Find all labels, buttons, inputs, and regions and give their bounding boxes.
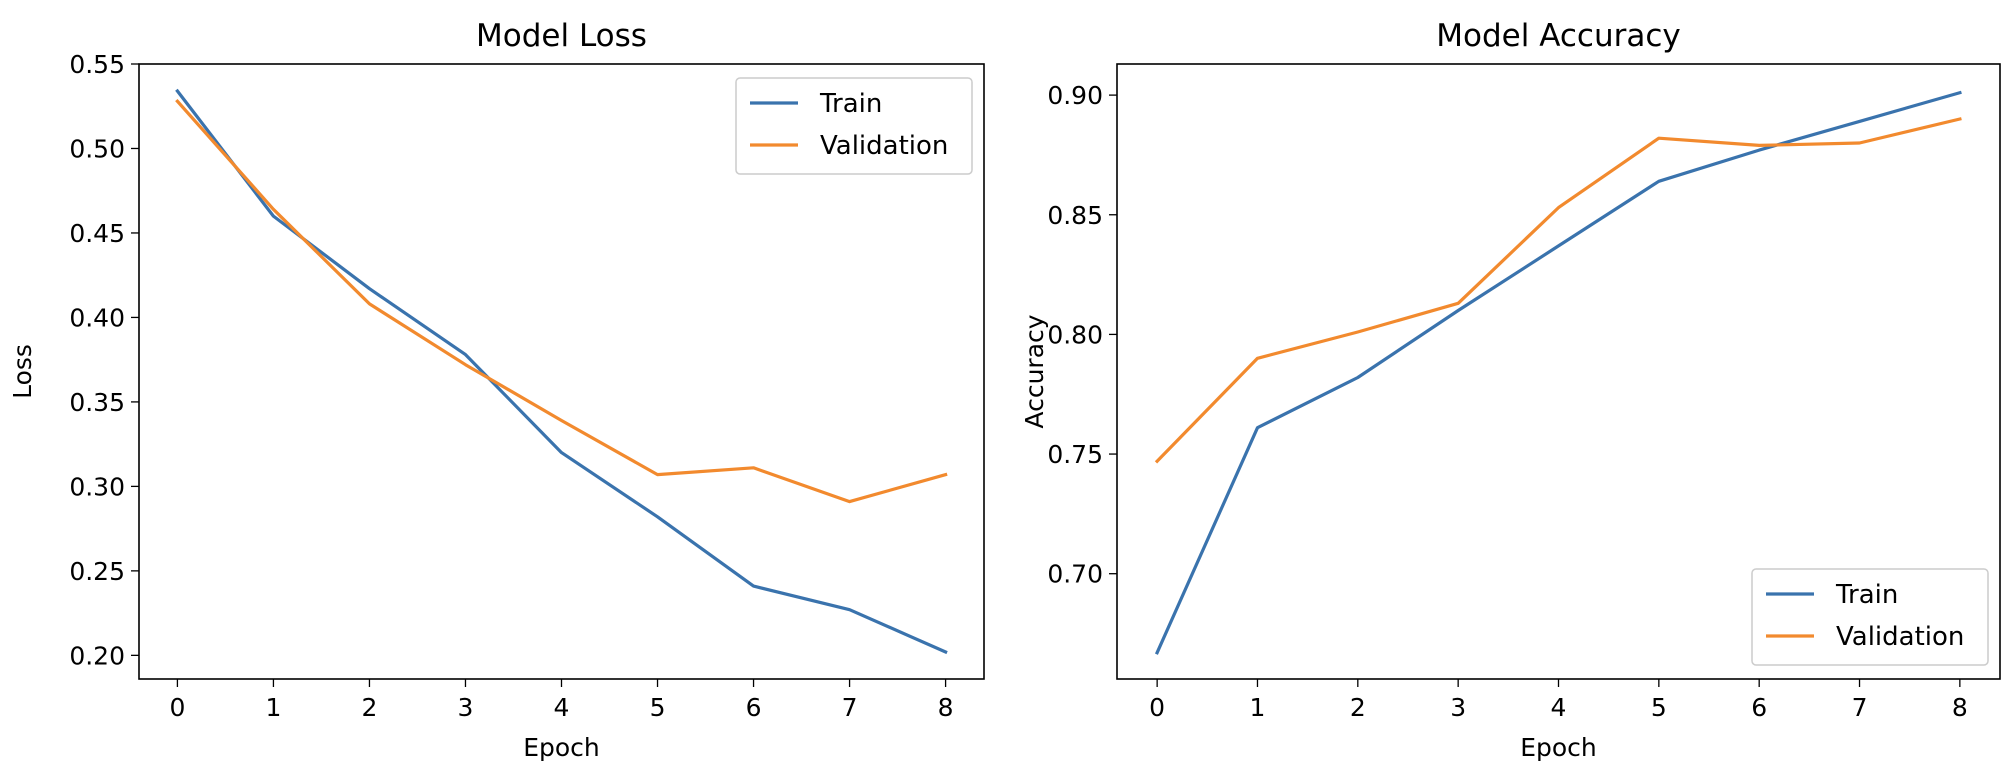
x-tick-label: 2 bbox=[1350, 693, 1366, 722]
x-tick-label: 7 bbox=[1852, 693, 1868, 722]
x-axis-label: Epoch bbox=[1520, 733, 1597, 762]
legend: Train Validation bbox=[1751, 568, 1989, 666]
axes-frame bbox=[138, 63, 985, 680]
y-tick-label: 0.25 bbox=[69, 557, 125, 586]
legend-label-train: Train bbox=[819, 89, 882, 119]
chart-title: Model Accuracy bbox=[1436, 18, 1680, 54]
x-tick-label: 2 bbox=[362, 693, 378, 722]
x-tick-label: 5 bbox=[650, 693, 666, 722]
x-tick-label: 1 bbox=[265, 693, 281, 722]
x-tick-label: 6 bbox=[746, 693, 762, 722]
legend-label-validation: Validation bbox=[1836, 622, 1964, 652]
x-tick-label: 3 bbox=[1450, 693, 1466, 722]
legend: Train Validation bbox=[735, 77, 973, 175]
series-line-validation bbox=[175, 98, 948, 504]
y-tick-label: 0.75 bbox=[1047, 440, 1103, 469]
axes-frame bbox=[1116, 63, 2001, 680]
y-tick-label: 0.70 bbox=[1047, 560, 1103, 589]
x-tick-label: 6 bbox=[1751, 693, 1767, 722]
y-tick-label: 0.50 bbox=[69, 134, 125, 163]
x-axis-label: Epoch bbox=[523, 733, 600, 762]
x-tick-label: 4 bbox=[554, 693, 570, 722]
accuracy-chart: Model Accuracy 0 1 2 3 4 5 6 7 8 0.70 0.75 0.80 0.85 0… bbox=[1020, 18, 2001, 762]
x-tick-label: 0 bbox=[169, 693, 185, 722]
y-tick-label: 0.45 bbox=[69, 219, 125, 248]
y-axis-label: Accuracy bbox=[1020, 314, 1049, 428]
legend-label-train: Train bbox=[1835, 580, 1898, 610]
y-axis-label: Loss bbox=[8, 344, 37, 399]
loss-chart: Model Loss 0 1 2 3 4 5 6 7 8 0.20 0.25 0.30 0.35 0.40 0… bbox=[8, 18, 985, 762]
y-tick-label: 0.85 bbox=[1047, 201, 1103, 230]
x-tick-label: 4 bbox=[1551, 693, 1567, 722]
y-tick-label: 0.20 bbox=[69, 641, 125, 670]
x-tick-label: 1 bbox=[1250, 693, 1266, 722]
x-tick-label: 5 bbox=[1651, 693, 1667, 722]
x-tick-label: 8 bbox=[1952, 693, 1968, 722]
y-tick-label: 0.90 bbox=[1047, 81, 1103, 110]
y-tick-label: 0.35 bbox=[69, 388, 125, 417]
legend-label-validation: Validation bbox=[820, 131, 948, 161]
chart-title: Model Loss bbox=[476, 18, 647, 54]
y-tick-label: 0.55 bbox=[69, 50, 125, 79]
y-tick-label: 0.40 bbox=[69, 303, 125, 332]
y-tick-label: 0.30 bbox=[69, 472, 125, 501]
x-tick-label: 7 bbox=[842, 693, 858, 722]
x-tick-label: 0 bbox=[1149, 693, 1165, 722]
series-line-validation bbox=[1154, 117, 1962, 464]
y-tick-label: 0.80 bbox=[1047, 320, 1103, 349]
x-tick-label: 3 bbox=[458, 693, 474, 722]
series-line-train bbox=[1154, 90, 1962, 655]
x-tick-label: 8 bbox=[938, 693, 954, 722]
